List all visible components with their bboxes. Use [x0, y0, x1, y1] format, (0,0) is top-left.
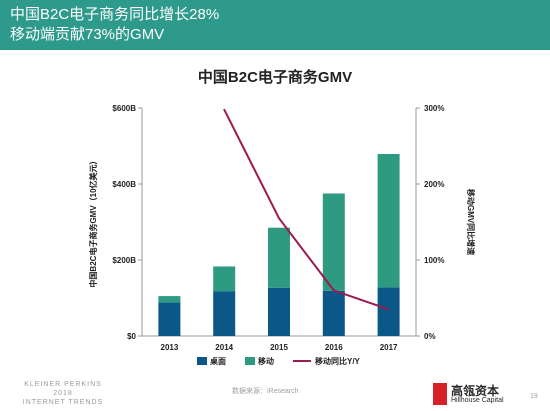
bar-desktop-2017	[377, 287, 400, 336]
right-tick-label: 200%	[424, 180, 444, 189]
footer-left-line2: 2018	[53, 390, 73, 397]
header-banner: 中国B2C电子商务同比增长28% 移动端贡献73%的GMV	[0, 0, 550, 50]
mobile-yoy-point-2016	[333, 289, 335, 292]
bar-desktop-2016	[322, 290, 345, 336]
x-tick-label: 2013	[161, 343, 179, 352]
hillhouse-mark-icon	[433, 383, 447, 405]
source-note: 数据来源：iResearch	[232, 388, 299, 395]
x-tick-label: 2014	[215, 343, 233, 352]
right-tick-label: 0%	[424, 332, 436, 341]
page-number: 19	[530, 393, 538, 400]
x-tick-label: 2015	[270, 343, 288, 352]
brand-name-en: Hillhouse Capital	[451, 397, 504, 404]
mobile-yoy-line	[223, 109, 389, 311]
bar-desktop-2014	[213, 291, 236, 336]
footer-left-line1: KLEINER PERKINS	[24, 381, 102, 388]
bar-mobile-2016	[322, 193, 345, 291]
bar-desktop-2013	[158, 302, 181, 336]
header-title-line2: 移动端贡献73%的GMV	[10, 26, 165, 43]
y-axis-title: 中国B2C电子商务GMV（10亿美元）	[88, 156, 98, 287]
mobile-yoy-point-2015	[278, 217, 280, 219]
right-tick-label: 100%	[424, 256, 444, 265]
mobile-yoy-point-2017	[387, 308, 390, 311]
left-tick-label: $600B	[112, 104, 136, 113]
x-tick-label: 2017	[380, 343, 398, 352]
bar-mobile-2017	[377, 153, 400, 288]
bar-mobile-2014	[213, 266, 236, 292]
kleiner-perkins-logo: KLEINER PERKINS 2018 INTERNET TRENDS	[8, 380, 118, 407]
footer-left-line3: INTERNET TRENDS	[22, 399, 104, 406]
left-tick-label: $400B	[112, 180, 136, 189]
legend-label: 桌面	[209, 356, 226, 366]
hillhouse-logo: 高瓴资本 Hillhouse Capital	[433, 382, 515, 406]
legend-swatch-1	[245, 357, 255, 365]
header-title-line1: 中国B2C电子商务同比增长28%	[10, 6, 220, 23]
brand-name-cn: 高瓴资本	[451, 384, 500, 398]
x-tick-label: 2016	[325, 343, 343, 352]
legend-swatch-0	[197, 357, 207, 365]
bar-mobile-2015	[268, 227, 290, 288]
mobile-yoy-point-2014	[223, 108, 225, 111]
chart-title: 中国B2C电子商务GMV	[197, 69, 353, 86]
right-tick-label: 300%	[424, 104, 444, 113]
y2-axis-title: 移动GMV同比增速	[466, 189, 476, 255]
bar-desktop-2015	[268, 287, 290, 336]
left-tick-label: $200B	[112, 256, 136, 265]
legend-label: 移动同比Y/Y	[315, 356, 361, 366]
left-tick-label: $0	[127, 332, 136, 341]
bar-mobile-2013	[158, 296, 181, 303]
legend-label: 移动	[258, 356, 274, 366]
